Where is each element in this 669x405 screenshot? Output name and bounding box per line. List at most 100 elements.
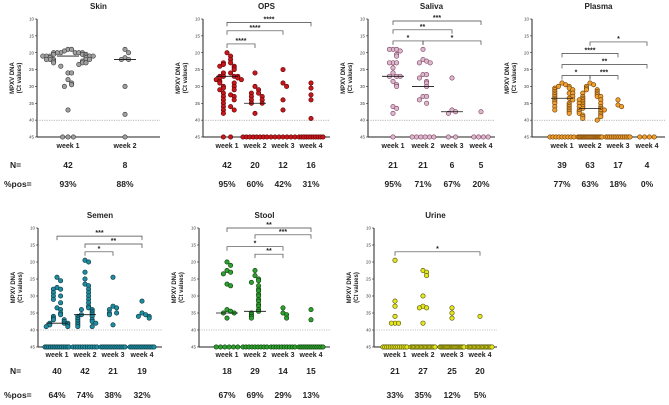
data-point [445,110,451,116]
significance-label: ** [111,238,117,245]
data-point-negative [426,134,432,140]
y-tick-label: 35 [30,311,36,316]
x-tick-label: week 4 [469,143,493,150]
significance-label: *** [279,229,287,236]
y-axis-label-units: (Ct values) [18,272,24,303]
y-tick-label: 40 [360,118,366,123]
y-tick-label: 40 [30,328,36,333]
data-point [591,82,597,88]
x-tick-label: week 2 [411,352,435,359]
y-tick-label: 25 [191,277,197,282]
data-point [308,92,314,98]
data-point [231,67,237,73]
data-point-negative [646,134,652,140]
data-point [394,105,400,111]
x-tick-label: week 3 [271,143,295,150]
pct-pos-value: 95% [384,179,401,189]
pct-pos-value: 67% [443,179,460,189]
data-point-negative [627,134,633,140]
pct-pos-value: 20% [472,179,489,189]
x-tick-label: week 2 [113,143,137,150]
data-point [424,100,430,106]
y-tick-label: 20 [360,50,366,55]
y-tick-label: 20 [191,260,197,265]
significance-bracket [589,41,648,46]
y-tick-label: 35 [195,101,201,106]
data-point-negative [320,344,326,350]
data-point [93,320,99,326]
data-point [308,80,314,86]
data-point [594,117,600,123]
data-point-negative [226,344,232,350]
n-value: 12 [278,160,288,170]
data-point [217,80,223,86]
data-point-negative [485,134,491,140]
significance-bracket [561,64,648,69]
y-tick-label: 40 [524,118,530,123]
data-point [231,97,237,103]
significance-bracket [394,251,481,256]
n-value: 39 [557,160,567,170]
data-point [308,317,314,323]
y-tick-label: 15 [30,243,36,248]
x-tick-label: week 1 [215,143,239,150]
data-point [252,110,258,116]
y-tick-label: 10 [191,226,197,231]
n-value: 15 [306,366,316,376]
panel-title: Urine [425,211,446,220]
data-point [392,303,398,309]
data-point-negative [489,344,495,350]
significance-bracket [226,30,284,35]
pct-pos-value: 12% [443,390,460,400]
significance-label: * [98,246,101,253]
data-point [61,83,67,89]
data-point [308,97,314,103]
y-tick-label: 15 [29,33,35,38]
y-tick-label: 10 [30,226,36,231]
x-tick-label: week 4 [299,352,323,359]
x-tick-label: week 1 [550,143,574,150]
pct-pos-value: 95% [218,179,235,189]
data-point [252,83,258,89]
y-tick-label: 25 [360,67,366,72]
y-tick-label: 35 [29,101,35,106]
n-row-label-bottom: N= [10,366,21,376]
data-point [65,77,71,83]
data-point [106,312,112,318]
pct-pos-value: 60% [246,179,263,189]
y-tick-label: 20 [366,260,372,265]
data-point [43,324,49,330]
data-point-negative [222,344,228,350]
data-point [224,315,230,321]
data-point-negative [432,344,438,350]
data-point [228,283,234,289]
data-point-negative [480,134,486,140]
y-tick-label: 15 [366,243,372,248]
data-point [449,75,455,81]
data-point [231,87,237,93]
data-point [122,46,128,52]
data-point [284,315,290,321]
y-axis-label: MPXV DNA [172,271,178,303]
data-point [65,324,71,330]
y-tick-label: 40 [29,118,35,123]
significance-label: ** [266,222,272,229]
pos-row-label-bottom: %pos= [4,390,32,400]
y-tick-label: 35 [524,101,530,106]
data-point-negative [651,134,657,140]
data-point [390,65,396,71]
data-point [416,60,422,66]
data-point [386,60,392,66]
significance-label: ** [420,24,426,31]
data-point [256,90,262,96]
data-point [615,97,621,103]
y-tick-label: 10 [195,17,201,22]
data-point [308,85,314,91]
x-tick-label: week 3 [101,352,125,359]
data-point [424,273,430,279]
data-point [552,107,558,113]
data-point [252,273,258,279]
n-value: 8 [123,160,128,170]
n-value: 40 [52,366,62,376]
